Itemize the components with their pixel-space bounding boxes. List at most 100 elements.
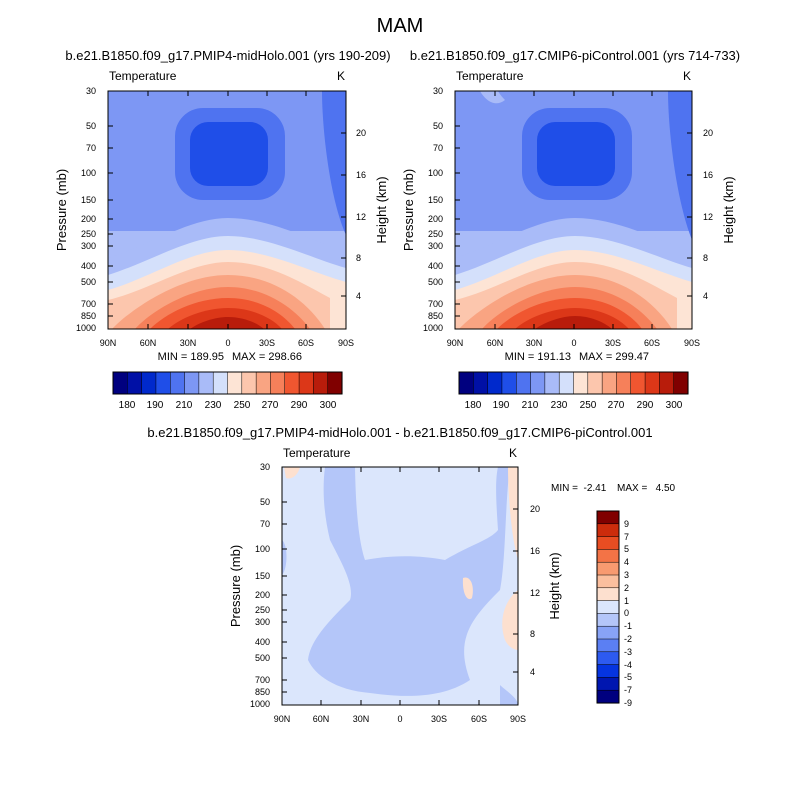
- panel-diff-y2label: Height (km): [547, 552, 562, 619]
- panel-diff-variable: Temperature: [283, 446, 351, 460]
- panel-right-ytick: 850: [428, 311, 443, 321]
- panel-left: b.e21.B1850.f09_g17.PMIP4-midHolo.001 (y…: [54, 48, 391, 411]
- panel-diff-units: K: [509, 446, 517, 460]
- panel-right-ytick: 100: [428, 168, 443, 178]
- panel-right-y2tick: 4: [703, 291, 708, 301]
- panel-left-x-ticks: 90N 60N 30N 0 30S 60S 90S: [100, 338, 354, 348]
- colorbar-swatch: [458, 371, 474, 395]
- panel-right-variable: Temperature: [456, 69, 524, 83]
- colorbar-label: -2: [624, 634, 632, 644]
- panel-left-y2tick: 20: [356, 128, 366, 138]
- panel-left-y2label: Height (km): [374, 176, 389, 243]
- colorbar-label: 290: [291, 400, 308, 411]
- panel-right-ytick: 500: [428, 277, 443, 287]
- panel-diff-max-label: MAX = 4.50: [617, 483, 676, 494]
- panel-left-ytick: 250: [81, 229, 96, 239]
- panel-right-ytick: 70: [433, 143, 443, 153]
- colorbar-swatch: [544, 371, 560, 395]
- panel-left-ytick: 700: [81, 299, 96, 309]
- panel-left-y2tick: 4: [356, 291, 361, 301]
- panel-right-colorbar-labels: 180 190 210 230 250 270 290 300: [465, 400, 683, 411]
- colorbar-swatch: [596, 600, 620, 614]
- colorbar-label: -4: [624, 660, 632, 670]
- panel-right-x-ticks: 90N 60N 30N 0 30S 60S 90S: [447, 338, 700, 348]
- colorbar-swatch: [170, 371, 186, 395]
- panel-diff-y2tick: 4: [530, 667, 535, 677]
- colorbar-label: 0: [624, 608, 629, 618]
- colorbar-label: 5: [624, 544, 629, 554]
- panel-left-max-label: MAX = 298.66: [232, 351, 302, 363]
- colorbar-swatch: [596, 689, 620, 704]
- colorbar-swatch: [596, 523, 620, 538]
- panel-right-xtick: 90N: [447, 338, 464, 348]
- panel-left-xtick: 60N: [140, 338, 157, 348]
- colorbar-swatch: [284, 371, 300, 395]
- panel-right-field: [455, 91, 692, 329]
- colorbar-swatch: [198, 371, 214, 395]
- panel-left-ytick: 50: [86, 121, 96, 131]
- colorbar-swatch: [596, 638, 620, 653]
- panel-diff-colorbar-labels: 9 7 5 4 3 2 1 0 -1 -2 -3 -4 -5 -7 -9: [624, 519, 632, 708]
- colorbar-swatch: [530, 371, 546, 395]
- panel-diff-ytick: 300: [255, 617, 270, 627]
- colorbar-swatch: [601, 371, 617, 395]
- panel-right-ytick: 400: [428, 261, 443, 271]
- panel-left-ytick: 100: [81, 168, 96, 178]
- panel-left-ytick: 500: [81, 277, 96, 287]
- panel-right-ytick: 50: [433, 121, 443, 131]
- panel-diff-ytick: 50: [260, 497, 270, 507]
- colorbar-label: 290: [637, 400, 654, 411]
- panel-right-max-label: MAX = 299.47: [579, 351, 649, 363]
- panel-left-y2tick: 8: [356, 253, 361, 263]
- colorbar-label: 270: [262, 400, 279, 411]
- colorbar-swatch: [587, 371, 603, 395]
- panel-right-xtick: 90S: [684, 338, 700, 348]
- colorbar-swatch: [255, 371, 271, 395]
- colorbar-swatch: [596, 536, 620, 550]
- colorbar-swatch: [212, 371, 229, 395]
- panel-left-ytick: 400: [81, 261, 96, 271]
- colorbar-label: 4: [624, 557, 629, 567]
- panel-right-units: K: [683, 69, 691, 83]
- panel-right-ylabel: Pressure (mb): [401, 169, 416, 251]
- panel-right-xtick: 0: [571, 338, 576, 348]
- panel-right-y2tick: 16: [703, 170, 713, 180]
- colorbar-label: 190: [493, 400, 510, 411]
- colorbar-label: 1: [624, 596, 629, 606]
- panel-right-title: b.e21.B1850.f09_g17.CMIP6-piControl.001 …: [410, 48, 740, 63]
- colorbar-swatch: [596, 561, 620, 576]
- panel-diff-y2tick: 8: [530, 629, 535, 639]
- colorbar-swatch: [501, 371, 517, 395]
- panel-left-variable: Temperature: [109, 69, 177, 83]
- panel-diff-xtick: 60N: [313, 714, 330, 724]
- panel-diff-x-ticks: 90N 60N 30N 0 30S 60S 90S: [274, 714, 526, 724]
- colorbar-label: -3: [624, 647, 632, 657]
- panel-right-y2tick: 20: [703, 128, 713, 138]
- colorbar-swatch: [473, 371, 489, 395]
- panel-right-ytick: 300: [428, 241, 443, 251]
- panel-diff-ytick: 150: [255, 571, 270, 581]
- panel-right-y2label: Height (km): [721, 176, 736, 243]
- panel-diff-ytick: 30: [260, 462, 270, 472]
- panel-left-xtick: 30S: [259, 338, 275, 348]
- panel-right-y-ticks: 30 50 70 100 150 200 250 300 400 500 700…: [423, 86, 443, 333]
- panel-right-ytick: 1000: [423, 323, 443, 333]
- panel-right-y2tick: 8: [703, 253, 708, 263]
- panel-diff-y2tick: 12: [530, 588, 540, 598]
- colorbar-label: 230: [551, 400, 568, 411]
- colorbar-swatch: [127, 371, 143, 395]
- panel-diff-ytick: 500: [255, 653, 270, 663]
- panel-left-ytick: 30: [86, 86, 96, 96]
- colorbar-swatch: [327, 371, 343, 395]
- colorbar-label: 180: [465, 400, 482, 411]
- panel-left-ytick: 70: [86, 143, 96, 153]
- colorbar-label: 300: [666, 400, 683, 411]
- panel-diff-min-label: MIN = -2.41: [551, 483, 607, 494]
- panel-left-xtick: 30N: [180, 338, 197, 348]
- colorbar-label: 300: [320, 400, 337, 411]
- colorbar-swatch: [227, 371, 243, 395]
- colorbar-swatch: [596, 625, 620, 640]
- colorbar-swatch: [596, 651, 620, 666]
- colorbar-swatch: [241, 371, 257, 395]
- panel-left-colorbar: [112, 371, 343, 395]
